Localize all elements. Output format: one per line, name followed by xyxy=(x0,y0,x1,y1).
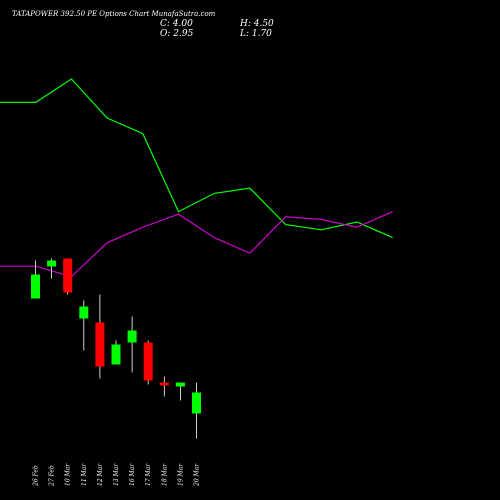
x-tick-label: 20 Mar xyxy=(194,463,201,487)
candle-body xyxy=(192,392,201,414)
candle xyxy=(192,382,201,439)
x-tick-label: 16 Mar xyxy=(129,463,136,486)
candle-body xyxy=(159,382,169,386)
open-value: O: 2.95 xyxy=(160,29,194,39)
candle-body xyxy=(47,260,57,267)
x-tick-label: 27 Feb xyxy=(49,465,56,487)
x-tick-label: 13 Mar xyxy=(113,463,120,486)
x-tick-label: 12 Mar xyxy=(97,463,104,486)
x-axis-ticks: 26 Feb 27 Feb 10 Mar 11 Mar 12 Mar 13 Mar 16 M… xyxy=(33,463,201,487)
candlesticks xyxy=(31,258,201,439)
high-value: H: 4.50 xyxy=(239,19,274,29)
candle xyxy=(47,258,57,279)
x-tick-label: 18 Mar xyxy=(161,463,168,486)
x-tick-label: 10 Mar xyxy=(65,463,72,486)
candle-body xyxy=(79,306,89,319)
candle-body xyxy=(143,342,153,381)
candle xyxy=(127,316,137,373)
candle-body xyxy=(95,322,105,367)
candle-body xyxy=(111,344,121,365)
candle-body xyxy=(63,258,73,293)
candle xyxy=(31,260,40,299)
candle xyxy=(95,294,105,379)
chart-title: TATAPOWER 392.50 PE Options Chart Munafa… xyxy=(12,10,216,18)
close-value: C: 4.00 xyxy=(160,19,193,29)
candle-body xyxy=(127,330,137,343)
indicator-line-1 xyxy=(0,78,393,239)
candle-body xyxy=(31,274,40,299)
x-tick-label: 17 Mar xyxy=(145,463,152,486)
candle xyxy=(143,340,153,385)
candle-body xyxy=(175,382,185,387)
x-tick-label: 11 Mar xyxy=(81,463,88,486)
candle xyxy=(63,258,73,295)
candle xyxy=(79,300,89,351)
x-tick-label: 26 Feb xyxy=(33,465,40,487)
candle xyxy=(111,340,121,365)
x-tick-label: 19 Mar xyxy=(177,463,184,486)
candle xyxy=(159,376,169,397)
low-value: L: 1.70 xyxy=(239,29,272,39)
candle xyxy=(175,382,185,401)
